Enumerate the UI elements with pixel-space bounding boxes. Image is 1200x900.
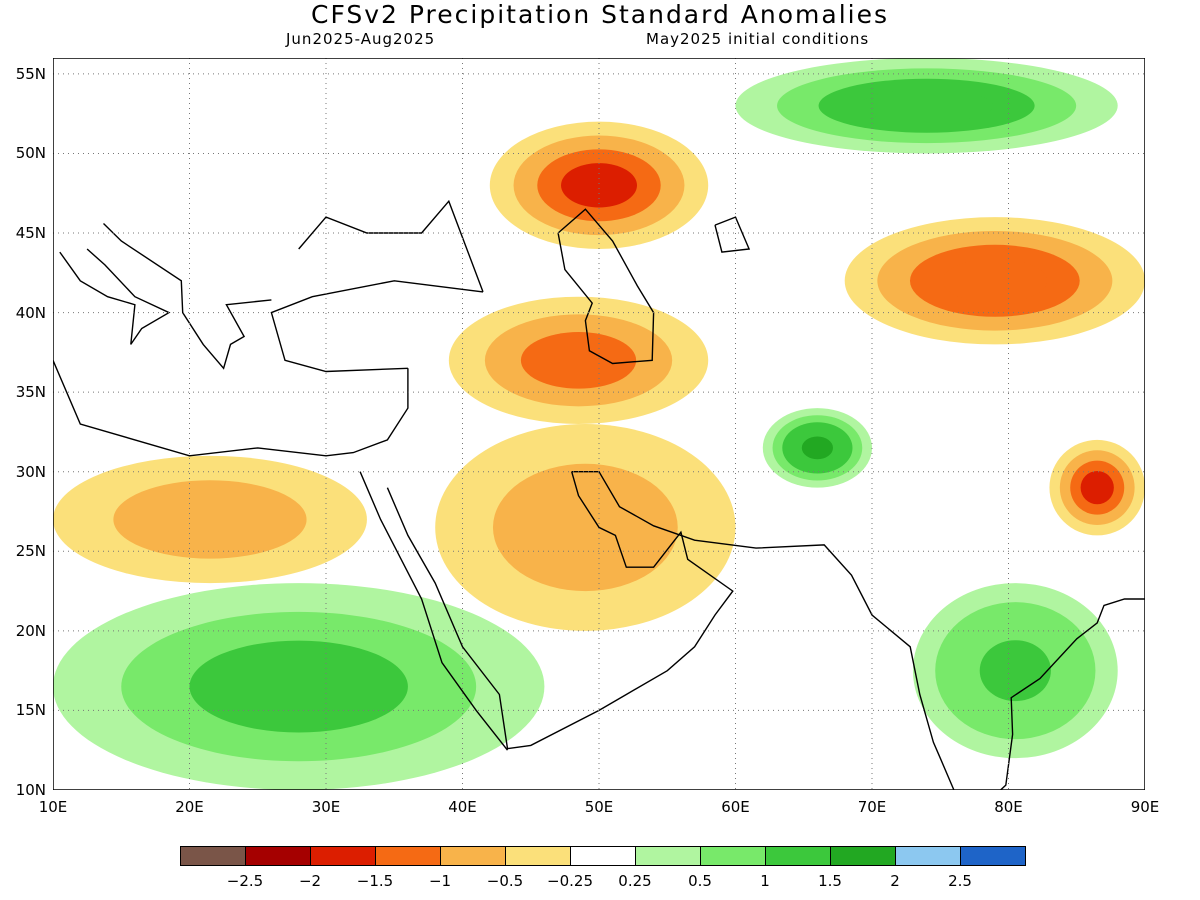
anomaly-wet-afghanistan bbox=[801, 436, 834, 460]
lon-label: 30E bbox=[311, 798, 341, 816]
anomaly-dry-arabia bbox=[492, 463, 678, 592]
colorbar-label: −1.5 bbox=[356, 872, 394, 890]
lon-label: 50E bbox=[584, 798, 614, 816]
lon-label: 40E bbox=[448, 798, 477, 816]
colorbar-label: −2.5 bbox=[226, 872, 264, 890]
colorbar-swatch bbox=[310, 846, 376, 866]
colorbar-swatch bbox=[960, 846, 1026, 866]
lon-label: 80E bbox=[994, 798, 1023, 816]
coastlines bbox=[53, 199, 1145, 790]
anomaly-fields bbox=[53, 58, 1145, 790]
colorbar-label: 2 bbox=[890, 872, 900, 890]
coastline bbox=[359, 471, 509, 751]
anomaly-dry-central-asia bbox=[561, 163, 637, 208]
anomaly-map bbox=[53, 58, 1145, 790]
coastline bbox=[557, 208, 655, 365]
colorbar-swatch bbox=[375, 846, 441, 866]
lat-label: 20N bbox=[15, 621, 46, 640]
lon-label: 70E bbox=[857, 798, 887, 816]
colorbar-swatch bbox=[180, 846, 246, 866]
coastline bbox=[999, 598, 1145, 790]
anomaly-dry-tibet-east bbox=[1080, 471, 1114, 505]
lat-label: 40N bbox=[15, 303, 46, 322]
colorbar-swatch bbox=[830, 846, 896, 866]
colorbar-label: 0.25 bbox=[618, 872, 652, 890]
colorbar-swatch bbox=[245, 846, 311, 866]
lat-label: 10N bbox=[15, 781, 46, 799]
colorbar-swatch bbox=[570, 846, 636, 866]
coastline bbox=[571, 471, 955, 790]
lat-label: 45N bbox=[15, 224, 46, 243]
colorbar-swatch bbox=[895, 846, 961, 866]
anomaly-wet-kazakhstan bbox=[860, 89, 994, 123]
lon-label: 60E bbox=[721, 798, 750, 816]
colorbar-label: 2.5 bbox=[948, 872, 972, 890]
anomaly-wet-india bbox=[979, 640, 1051, 702]
colorbar-swatch bbox=[505, 846, 571, 866]
colorbar-label: 0.5 bbox=[688, 872, 712, 890]
colorbar-label: 1 bbox=[760, 872, 770, 890]
coastline bbox=[103, 223, 272, 370]
colorbar-swatch bbox=[635, 846, 701, 866]
chart-title: CFSv2 Precipitation Standard Anomalies bbox=[310, 0, 889, 29]
anomaly-dry-tien-shan bbox=[942, 258, 1048, 303]
anomaly-dry-sahara bbox=[113, 480, 307, 559]
coastline bbox=[270, 280, 484, 373]
coastline bbox=[53, 360, 409, 457]
coastline bbox=[59, 248, 171, 345]
anomaly-dry-anatolia-iran bbox=[520, 332, 637, 389]
colorbar-label: −1 bbox=[428, 872, 452, 890]
lat-label: 25N bbox=[15, 542, 46, 561]
forecast-period: Jun2025-Aug2025 bbox=[286, 30, 436, 48]
colorbar-label: −0.5 bbox=[486, 872, 524, 890]
colorbar-swatch bbox=[440, 846, 506, 866]
coastline bbox=[298, 199, 484, 293]
initial-conditions: May2025 initial conditions bbox=[646, 30, 870, 48]
lat-label: 35N bbox=[15, 383, 46, 402]
colorbar-label: 1.5 bbox=[818, 872, 842, 890]
anomaly-wet-sahel bbox=[189, 640, 408, 733]
lat-label: 30N bbox=[15, 462, 46, 481]
lon-label: 20E bbox=[175, 798, 204, 816]
lat-label: 55N bbox=[15, 64, 46, 83]
colorbar-swatch bbox=[700, 846, 766, 866]
colorbar-label: −2 bbox=[298, 872, 322, 890]
coastline bbox=[714, 216, 751, 253]
map-grid bbox=[53, 58, 1145, 790]
colorbar-label: −0.25 bbox=[547, 872, 593, 890]
lat-label: 50N bbox=[15, 144, 46, 163]
lon-label: 10E bbox=[38, 798, 68, 816]
lon-label: 90E bbox=[1130, 798, 1160, 816]
lat-label: 15N bbox=[15, 701, 46, 720]
coastline bbox=[386, 471, 734, 750]
colorbar-swatch bbox=[765, 846, 831, 866]
